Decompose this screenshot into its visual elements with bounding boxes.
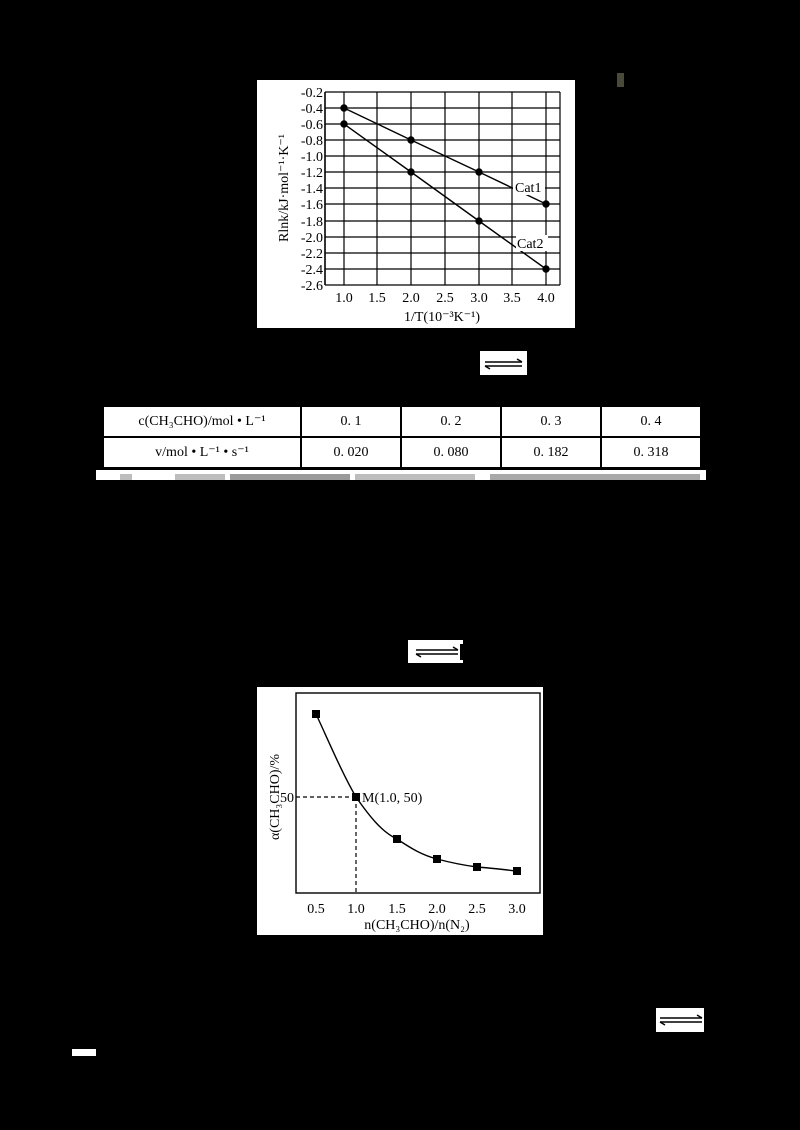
scan-noise xyxy=(230,474,350,480)
svg-text:1.5: 1.5 xyxy=(368,291,386,306)
svg-text:-2.4: -2.4 xyxy=(301,263,323,278)
table-cell: 0. 080 xyxy=(400,436,502,469)
svg-text:2.5: 2.5 xyxy=(436,291,454,306)
svg-text:-0.4: -0.4 xyxy=(301,102,323,117)
data-markers xyxy=(312,710,521,875)
svg-text:-1.6: -1.6 xyxy=(301,198,323,213)
table-cell: 0. 182 xyxy=(500,436,602,469)
svg-text:-2.2: -2.2 xyxy=(301,247,323,262)
svg-text:-0.2: -0.2 xyxy=(301,86,323,101)
y-axis-label: Rlnk/kJ·mol⁻¹·K⁻¹ xyxy=(277,134,292,242)
svg-text:-0.6: -0.6 xyxy=(301,118,323,133)
scan-noise xyxy=(355,474,475,480)
svg-text:4.0: 4.0 xyxy=(537,291,555,306)
svg-text:3.0: 3.0 xyxy=(508,902,526,917)
row-header-rate: v/mol • L⁻¹ • s⁻¹ xyxy=(102,436,302,469)
svg-text:-2.0: -2.0 xyxy=(301,231,323,246)
y-axis-label: α(CH₃CHO)/% xyxy=(268,754,283,840)
equilibrium-arrow-box-2 xyxy=(408,640,463,663)
svg-text:-0.8: -0.8 xyxy=(301,134,323,149)
row-header-concentration: c(CH₃CHO)/mol • L⁻¹ xyxy=(102,405,302,438)
conversion-chart-panel: M(1.0, 50) 50 0.5 1.0 1.5 2.0 2.5 3.0 n(… xyxy=(257,687,543,935)
x-axis-ticks: 0.5 1.0 1.5 2.0 2.5 3.0 xyxy=(307,902,526,917)
series-cat2 xyxy=(340,120,550,273)
x-axis-label: 1/T(10⁻³K⁻¹) xyxy=(404,310,480,325)
svg-text:-1.8: -1.8 xyxy=(301,215,323,230)
grid xyxy=(324,91,561,286)
svg-text:3.5: 3.5 xyxy=(503,291,521,306)
svg-text:-1.4: -1.4 xyxy=(301,182,323,197)
scan-mark xyxy=(72,1049,96,1056)
svg-text:3.0: 3.0 xyxy=(470,291,488,306)
svg-text:1.5: 1.5 xyxy=(388,902,406,917)
scan-artifact xyxy=(617,73,624,87)
svg-text:-1.0: -1.0 xyxy=(301,150,323,165)
table-cell: 0. 3 xyxy=(500,405,602,438)
table-cell: 0. 4 xyxy=(600,405,702,438)
table-cell: 0. 020 xyxy=(300,436,402,469)
x-axis-label: n(CH₃CHO)/n(N₂) xyxy=(364,918,470,933)
point-m-label: M(1.0, 50) xyxy=(362,791,423,806)
svg-text:2.0: 2.0 xyxy=(402,291,420,306)
table-cell: 0. 1 xyxy=(300,405,402,438)
svg-text:2.5: 2.5 xyxy=(468,902,486,917)
svg-text:-2.6: -2.6 xyxy=(301,279,323,294)
scan-noise xyxy=(175,474,225,480)
arrhenius-chart: Cat1 Cat2 -0.2 -0.4 -0.6 -0.8 -1.0 -1.2 … xyxy=(277,86,561,325)
svg-text:2.0: 2.0 xyxy=(428,902,446,917)
label-cat2: Cat2 xyxy=(517,237,543,252)
table-cell: 0. 2 xyxy=(400,405,502,438)
y-axis-ticks: -0.2 -0.4 -0.6 -0.8 -1.0 -1.2 -1.4 -1.6 … xyxy=(301,86,323,294)
x-axis-ticks: 1.0 1.5 2.0 2.5 3.0 3.5 4.0 xyxy=(335,291,555,306)
series-cat1 xyxy=(340,104,550,208)
scan-noise xyxy=(490,474,700,480)
svg-text:1.0: 1.0 xyxy=(347,902,365,917)
svg-text:0.5: 0.5 xyxy=(307,902,325,917)
table-cell: 0. 318 xyxy=(600,436,702,469)
conversion-chart: M(1.0, 50) 50 0.5 1.0 1.5 2.0 2.5 3.0 n(… xyxy=(268,692,541,933)
svg-text:-1.2: -1.2 xyxy=(301,166,323,181)
scan-noise xyxy=(120,474,132,480)
arrhenius-chart-panel: Cat1 Cat2 -0.2 -0.4 -0.6 -0.8 -1.0 -1.2 … xyxy=(257,80,575,328)
rate-data-table: c(CH₃CHO)/mol • L⁻¹ 0. 1 0. 2 0. 3 0. 4 … xyxy=(102,405,702,469)
y-tick-50: 50 xyxy=(280,791,294,806)
equilibrium-arrow-box-3 xyxy=(656,1008,704,1032)
svg-text:1.0: 1.0 xyxy=(335,291,353,306)
label-cat1: Cat1 xyxy=(515,181,541,196)
equilibrium-arrow-box-1 xyxy=(480,351,527,375)
table-row-concentration: c(CH₃CHO)/mol • L⁻¹ 0. 1 0. 2 0. 3 0. 4 xyxy=(102,405,702,438)
table-row-rate: v/mol • L⁻¹ • s⁻¹ 0. 020 0. 080 0. 182 0… xyxy=(102,436,702,469)
